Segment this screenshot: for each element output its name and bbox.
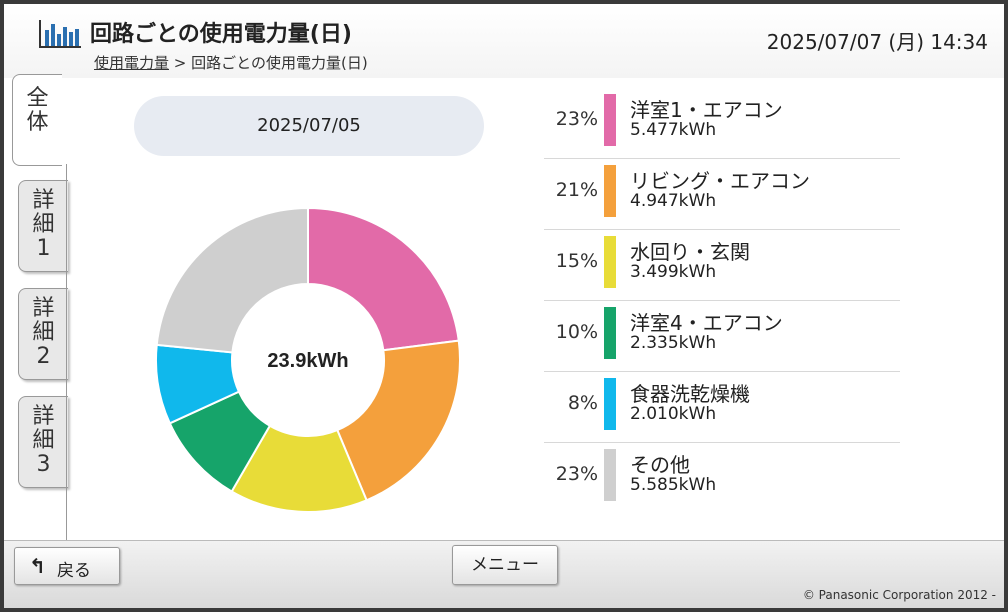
breadcrumb-separator: > xyxy=(173,54,187,72)
donut-slice-1[interactable] xyxy=(307,206,460,352)
tab-all-label-1: 全 xyxy=(26,86,49,111)
tab-detail-3[interactable]: 詳 細 3 xyxy=(18,396,68,488)
legend-item-3[interactable]: 15% 水回り・玄関 3.499kWh xyxy=(544,230,900,301)
tab-detail-2-label-1: 詳 xyxy=(32,296,55,321)
legend-color-swatch xyxy=(604,449,616,501)
legend-percent: 23% xyxy=(555,463,598,485)
legend-circuit-name: リビング・エアコン xyxy=(630,169,810,193)
tab-detail-1[interactable]: 詳 細 1 xyxy=(18,180,68,272)
menu-button[interactable]: メニュー xyxy=(452,545,558,585)
legend-energy-value: 5.477kWh xyxy=(630,120,717,140)
legend-percent: 21% xyxy=(555,179,598,201)
legend-energy-value: 3.499kWh xyxy=(630,262,717,282)
legend-item-2[interactable]: 21% リビング・エアコン 4.947kWh xyxy=(544,159,900,230)
return-arrow-icon: ↰ xyxy=(29,554,46,578)
date-display: 2025/07/05 xyxy=(134,96,484,156)
legend-color-swatch xyxy=(604,94,616,146)
breadcrumb-link-usage[interactable]: 使用電力量 xyxy=(94,54,170,72)
legend-percent: 15% xyxy=(555,250,598,272)
legend-color-swatch xyxy=(604,165,616,217)
donut-slice-6[interactable] xyxy=(155,206,309,354)
tab-detail-3-label-3: 3 xyxy=(36,452,51,477)
back-button-label: 戻る xyxy=(57,561,91,581)
total-usage-label: 23.9kWh xyxy=(267,350,348,372)
legend-energy-value: 4.947kWh xyxy=(630,191,717,211)
tab-divider xyxy=(66,164,67,546)
donut-slice-2[interactable] xyxy=(335,339,461,502)
tab-detail-3-label-2: 細 xyxy=(32,428,55,453)
legend-circuit-name: その他 xyxy=(630,453,690,477)
page-title: 回路ごとの使用電力量(日) xyxy=(90,22,352,47)
legend-circuit-name: 洋室4・エアコン xyxy=(630,311,783,335)
legend-circuit-name: 水回り・玄関 xyxy=(630,240,750,264)
legend-percent: 8% xyxy=(567,392,598,414)
legend-item-1[interactable]: 23% 洋室1・エアコン 5.477kWh xyxy=(544,88,900,159)
legend-energy-value: 5.585kWh xyxy=(630,475,717,495)
breadcrumb-current: 回路ごとの使用電力量(日) xyxy=(191,54,368,72)
tab-detail-2-label-3: 2 xyxy=(36,344,51,369)
legend-color-swatch xyxy=(604,236,616,288)
legend-circuit-name: 洋室1・エアコン xyxy=(630,98,783,122)
back-button[interactable]: ↰ 戻る xyxy=(14,547,120,585)
bar-chart-icon xyxy=(39,20,81,48)
legend-color-swatch xyxy=(604,378,616,430)
legend-energy-value: 2.335kWh xyxy=(630,333,717,353)
legend-color-swatch xyxy=(604,307,616,359)
tab-detail-2-label-2: 細 xyxy=(32,320,55,345)
copyright-notice: © Panasonic Corporation 2012 - xyxy=(802,588,996,602)
tab-detail-3-label-1: 詳 xyxy=(32,404,55,429)
current-datetime: 2025/07/07 (月) 14:34 xyxy=(766,30,988,54)
tab-detail-1-label-1: 詳 xyxy=(32,188,55,213)
tab-detail-1-label-3: 1 xyxy=(36,236,51,261)
tab-all[interactable]: 全 体 xyxy=(12,74,62,166)
tab-detail-1-label-2: 細 xyxy=(32,212,55,237)
legend-circuit-name: 食器洗乾燥機 xyxy=(630,382,750,406)
header: 回路ごとの使用電力量(日) 2025/07/07 (月) 14:34 使用電力量… xyxy=(4,4,1004,78)
breadcrumb: 使用電力量 > 回路ごとの使用電力量(日) xyxy=(94,52,368,73)
tab-all-label-2: 体 xyxy=(26,110,49,135)
legend-item-6[interactable]: 23% その他 5.585kWh xyxy=(544,443,900,513)
legend-item-4[interactable]: 10% 洋室4・エアコン 2.335kWh xyxy=(544,301,900,372)
tab-detail-2[interactable]: 詳 細 2 xyxy=(18,288,68,380)
legend-percent: 23% xyxy=(555,108,598,130)
legend-energy-value: 2.010kWh xyxy=(630,404,717,424)
legend-percent: 10% xyxy=(555,321,598,343)
app-window: 回路ごとの使用電力量(日) 2025/07/07 (月) 14:34 使用電力量… xyxy=(4,4,1004,608)
footer: ↰ 戻る メニュー xyxy=(4,540,1004,608)
legend-item-5[interactable]: 8% 食器洗乾燥機 2.010kWh xyxy=(544,372,900,443)
